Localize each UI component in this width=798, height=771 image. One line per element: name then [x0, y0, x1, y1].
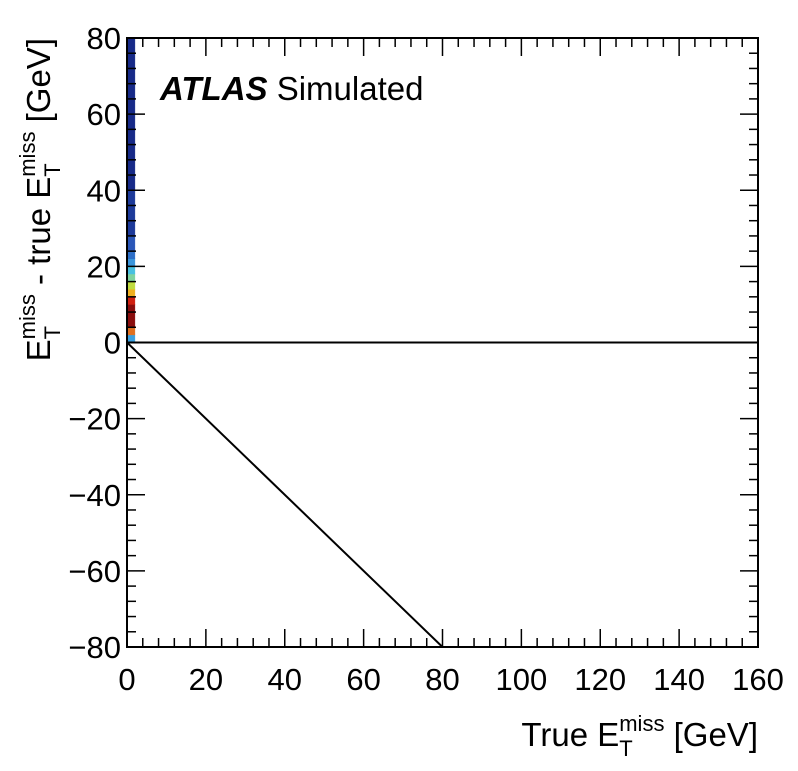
- reference-line: [126, 341, 444, 648]
- heatmap-cell: [126, 327, 136, 336]
- heatmap-cell: [126, 288, 136, 298]
- y-tick-label: 60: [87, 97, 121, 132]
- x-axis-title-part: T: [619, 736, 632, 761]
- y-axis-title-part: - true E: [20, 177, 57, 294]
- x-tick-label: 160: [732, 662, 784, 697]
- heatmap-cell: [126, 250, 136, 260]
- y-tick-label: −80: [68, 630, 121, 665]
- heatmap-cell: [126, 281, 136, 290]
- x-tick-label: 120: [574, 662, 626, 697]
- y-tick-label: 20: [87, 249, 121, 284]
- x-tick-label: 80: [425, 662, 459, 697]
- heatmap-cell: [126, 190, 136, 237]
- heatmap-cell: [126, 258, 136, 267]
- x-tick-label: 0: [118, 662, 135, 697]
- y-axis-title-part: miss: [15, 294, 40, 339]
- y-tick-label: 0: [104, 326, 121, 361]
- x-axis-title-part: [GeV]: [664, 716, 758, 753]
- y-axis-title-part: E: [20, 339, 57, 361]
- heatmap-cell: [126, 273, 136, 282]
- heatmap-cell: [126, 235, 136, 252]
- y-tick-label: −20: [68, 402, 121, 437]
- y-axis-title-part: [GeV]: [20, 38, 57, 132]
- x-tick-label: 60: [346, 662, 380, 697]
- x-tick-label: 140: [653, 662, 705, 697]
- y-tick-label: −60: [68, 554, 121, 589]
- y-axis-title-part: miss: [15, 132, 40, 177]
- y-tick-label: 80: [87, 21, 121, 56]
- y-axis-title-part: T: [40, 326, 65, 339]
- x-tick-label: 40: [268, 662, 302, 697]
- y-tick-label: −40: [68, 478, 121, 513]
- y-axis-title-part: T: [40, 163, 65, 176]
- annotation: ATLAS Simulated: [159, 70, 423, 107]
- x-axis-title-part: True E: [521, 716, 619, 753]
- annotation-part: Simulated: [268, 70, 424, 107]
- x-tick-label: 20: [189, 662, 223, 697]
- x-axis-title-part: miss: [619, 711, 664, 736]
- heatmap-cell: [126, 304, 136, 328]
- y-tick-label: 40: [87, 173, 121, 208]
- heatmap-cell: [126, 296, 136, 305]
- heatmap-cell: [126, 334, 136, 343]
- heatmap-cell: [126, 266, 136, 275]
- x-tick-label: 100: [496, 662, 548, 697]
- annotation-part: ATLAS: [159, 70, 268, 107]
